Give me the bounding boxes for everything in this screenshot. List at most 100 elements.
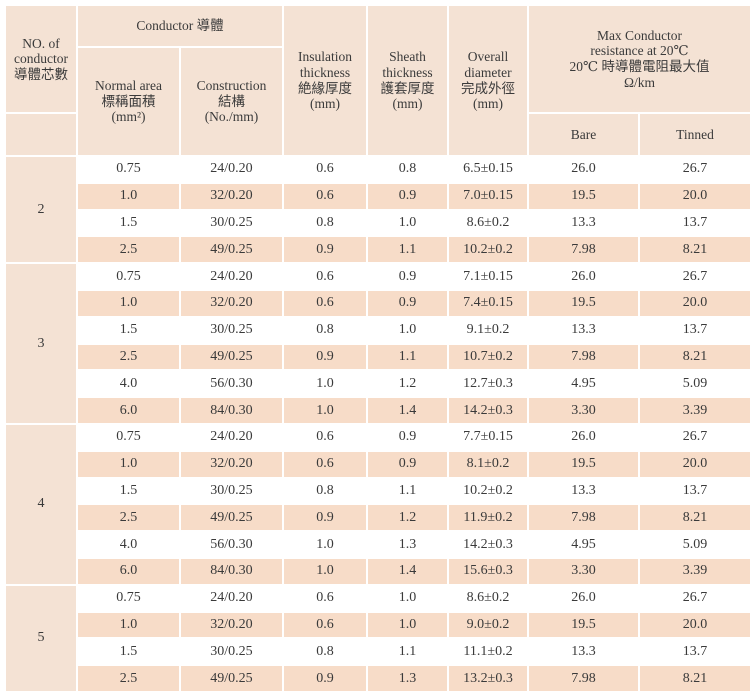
insulation-thickness-cell: 0.6 [282,155,368,184]
insulation-thickness-cell: 0.6 [282,610,368,640]
insulation-thickness-cell: 1.0 [282,369,368,399]
resistance-bare-cell: 26.0 [527,155,640,184]
insulation-thickness-cell: 0.6 [282,449,368,479]
normal-area-cell: 2.5 [76,342,181,372]
table-row: 2.5 49/0.25 0.9 1.2 11.9±0.2 7.98 8.21 [5,503,750,533]
resistance-bare-cell: 4.95 [527,530,640,559]
normal-area-cell: 1.0 [76,610,181,640]
construction-cell: 30/0.25 [179,208,284,238]
sheath-thickness-cell: 1.4 [366,556,449,586]
table-row: 1.5 30/0.25 0.8 1.0 8.6±0.2 13.3 13.7 [5,208,750,238]
overall-diameter-cell: 7.4±0.15 [447,288,529,318]
overall-diameter-cell: 7.1±0.15 [447,262,529,291]
overall-diameter-cell: 15.6±0.3 [447,556,529,586]
resistance-tinned-cell: 3.39 [637,556,750,586]
table-row: 2.5 49/0.25 0.9 1.1 10.7±0.2 7.98 8.21 [5,342,750,372]
construction-cell: 32/0.20 [179,288,284,318]
resistance-bare-cell: 19.5 [527,181,640,211]
insulation-thickness-cell: 0.6 [282,262,368,291]
overall-diameter-cell: 11.1±0.2 [447,637,529,667]
normal-area-cell: 1.0 [76,449,181,479]
construction-cell: 84/0.30 [179,556,284,586]
table-row: 4.0 56/0.30 1.0 1.2 12.7±0.3 4.95 5.09 [5,369,750,399]
construction-cell: 32/0.20 [179,181,284,211]
table-row: 2 0.75 24/0.20 0.6 0.8 6.5±0.15 26.0 26.7 [4,154,750,265]
insulation-thickness-cell: 1.0 [282,530,368,559]
table-row: 1.5 30/0.25 0.8 1.0 9.1±0.2 13.3 13.7 [5,315,750,345]
overall-diameter-cell: 6.5±0.15 [447,155,529,184]
overall-diameter-cell: 12.7±0.3 [447,369,529,399]
normal-area-cell: 6.0 [76,396,181,425]
resistance-tinned-cell: 5.09 [637,369,750,399]
overall-diameter-cell: 7.0±0.15 [447,181,529,211]
overall-diameter-cell: 10.2±0.2 [447,235,529,265]
construction-cell: 32/0.20 [179,449,284,479]
no-of-conductor-header: NO. of conductor 導體芯數 [4,4,78,114]
sheath-thickness-cell: 1.4 [366,396,449,425]
resistance-tinned-cell: 8.21 [637,342,750,372]
overall-diameter-cell: 9.1±0.2 [447,315,529,345]
table-row: 1.0 32/0.20 0.6 1.0 9.0±0.2 19.5 20.0 [5,610,750,640]
insulation-thickness-cell: 0.9 [282,235,368,265]
construction-cell: 32/0.20 [179,610,284,640]
normal-area-header: Normal area 標稱面積 (mm²) [76,46,181,157]
resistance-bare-cell: 3.30 [527,556,640,586]
resistance-tinned-cell: 26.7 [637,583,750,613]
sheath-thickness-cell: 0.9 [366,288,449,318]
resistance-tinned-cell: 20.0 [637,449,750,479]
construction-cell: 84/0.30 [179,396,284,425]
resistance-bare-cell: 26.0 [527,422,640,452]
resistance-tinned-cell: 8.21 [637,503,750,533]
insulation-thickness-cell: 0.8 [282,637,368,667]
insulation-thickness-cell: 0.6 [282,422,368,452]
overall-diameter-cell: 13.2±0.3 [447,664,529,693]
resistance-bare-cell: 7.98 [527,235,640,265]
resistance-tinned-cell: 13.7 [637,315,750,345]
normal-area-cell: 1.5 [76,476,181,506]
table-row: 6.0 84/0.30 1.0 1.4 15.6±0.3 3.30 3.39 [5,556,750,586]
normal-area-cell: 6.0 [76,556,181,586]
overall-diameter-cell: 8.1±0.2 [447,449,529,479]
construction-cell: 56/0.30 [179,530,284,559]
resistance-tinned-cell: 20.0 [637,610,750,640]
resistance-tinned-cell: 26.7 [637,422,750,452]
table-row: 5 0.75 24/0.20 0.6 1.0 8.6±0.2 26.0 26.7 [4,583,750,694]
insulation-thickness-cell: 0.6 [282,583,368,613]
table-row: 2.5 49/0.25 0.9 1.1 10.2±0.2 7.98 8.21 [5,235,750,265]
tinned-header: Tinned [637,112,750,157]
construction-cell: 49/0.25 [179,235,284,265]
sheath-thickness-cell: 1.0 [366,315,449,345]
resistance-bare-cell: 26.0 [527,583,640,613]
overall-diameter-cell: 10.7±0.2 [447,342,529,372]
overall-diameter-cell: 10.2±0.2 [447,476,529,506]
table-row: 1.0 32/0.20 0.6 0.9 7.0±0.15 19.5 20.0 [5,181,750,211]
overall-diameter-cell: 7.7±0.15 [447,422,529,452]
normal-area-cell: 1.0 [76,181,181,211]
table-row: 2.5 49/0.25 0.9 1.3 13.2±0.3 7.98 8.21 [5,664,750,693]
insulation-thickness-cell: 0.6 [282,288,368,318]
conductor-count-cell: 3 [4,262,78,425]
resistance-tinned-cell: 3.39 [637,396,750,425]
sheath-thickness-cell: 1.3 [366,664,449,693]
table-row: 1.5 30/0.25 0.8 1.1 11.1±0.2 13.3 13.7 [5,637,750,667]
resistance-tinned-cell: 20.0 [637,181,750,211]
sheath-thickness-cell: 1.0 [366,610,449,640]
normal-area-cell: 0.75 [76,262,181,291]
resistance-bare-cell: 19.5 [527,610,640,640]
resistance-bare-cell: 7.98 [527,503,640,533]
sheath-thickness-cell: 1.2 [366,369,449,399]
table-row: 1.0 32/0.20 0.6 0.9 8.1±0.2 19.5 20.0 [5,449,750,479]
table-row: 4.0 56/0.30 1.0 1.3 14.2±0.3 4.95 5.09 [5,530,750,559]
resistance-bare-cell: 3.30 [527,396,640,425]
resistance-tinned-cell: 5.09 [637,530,750,559]
sheath-thickness-cell: 1.0 [366,208,449,238]
resistance-tinned-cell: 8.21 [637,664,750,693]
sheath-thickness-cell: 0.8 [366,155,449,184]
overall-diameter-cell: 9.0±0.2 [447,610,529,640]
table-row: 6.0 84/0.30 1.0 1.4 14.2±0.3 3.30 3.39 [5,396,750,425]
construction-cell: 24/0.20 [179,262,284,291]
construction-header: Construction 結構 (No./mm) [179,46,284,157]
insulation-thickness-header: Insulation thickness 絶緣厚度 (mm) [282,4,368,157]
sheath-thickness-cell: 1.1 [366,342,449,372]
resistance-bare-cell: 19.5 [527,449,640,479]
